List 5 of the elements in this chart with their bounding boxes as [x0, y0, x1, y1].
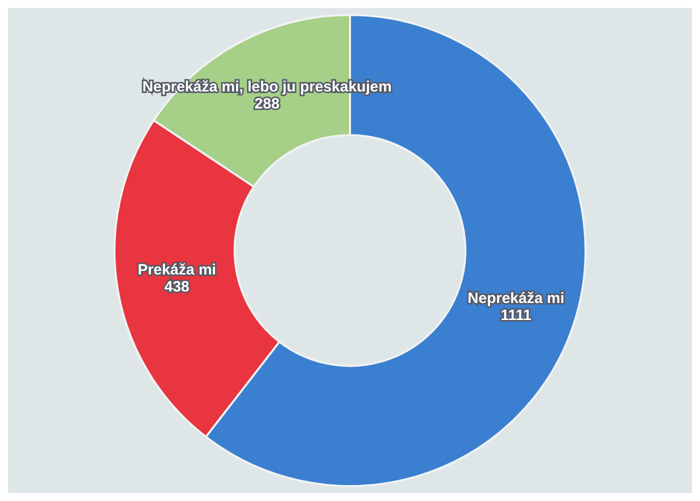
data-label: 438: [164, 278, 190, 296]
slice-label: Neprekáža mi: [468, 290, 564, 307]
data-label: 1111: [500, 306, 532, 324]
data-label: 288: [254, 96, 280, 113]
slice-label: Prekáža mi: [138, 262, 216, 279]
